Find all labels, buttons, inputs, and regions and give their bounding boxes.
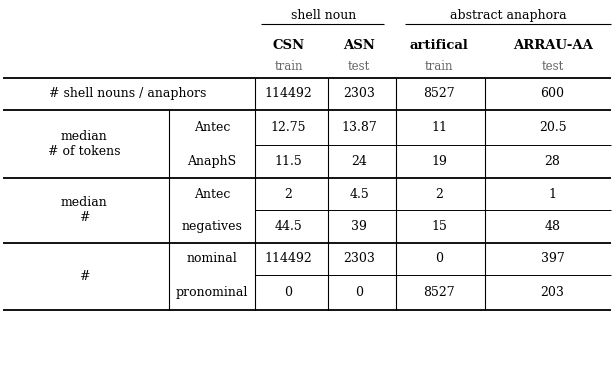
Text: train: train: [274, 60, 303, 73]
Text: test: test: [348, 60, 370, 73]
Text: 2303: 2303: [343, 253, 375, 265]
Text: 24: 24: [351, 155, 367, 168]
Text: 44.5: 44.5: [274, 220, 303, 233]
Text: ARRAU-AA: ARRAU-AA: [513, 39, 593, 52]
Text: 39: 39: [351, 220, 367, 233]
Text: 12.75: 12.75: [271, 121, 306, 134]
Text: 1: 1: [548, 188, 557, 201]
Text: negatives: negatives: [181, 220, 243, 233]
Text: nominal: nominal: [187, 253, 237, 265]
Text: 8527: 8527: [423, 286, 455, 299]
Text: 11.5: 11.5: [274, 155, 303, 168]
Text: 114492: 114492: [265, 253, 313, 265]
Text: pronominal: pronominal: [176, 286, 248, 299]
Text: 397: 397: [541, 253, 564, 265]
Text: 0: 0: [355, 286, 363, 299]
Text: 2: 2: [435, 188, 443, 201]
Text: 203: 203: [541, 286, 564, 299]
Text: 13.87: 13.87: [341, 121, 377, 134]
Text: AnaphS: AnaphS: [187, 155, 236, 168]
Text: 8527: 8527: [423, 87, 455, 100]
Text: 2: 2: [285, 188, 292, 201]
Text: #: #: [79, 270, 90, 283]
Text: 4.5: 4.5: [349, 188, 369, 201]
Text: abstract anaphora: abstract anaphora: [450, 9, 566, 22]
Text: 0: 0: [435, 253, 443, 265]
Text: test: test: [542, 60, 564, 73]
Text: 2303: 2303: [343, 87, 375, 100]
Text: median
# of tokens: median # of tokens: [48, 130, 121, 158]
Text: 20.5: 20.5: [539, 121, 566, 134]
Text: median
#: median #: [61, 196, 108, 225]
Text: Antec: Antec: [193, 188, 230, 201]
Text: 0: 0: [284, 286, 293, 299]
Text: CSN: CSN: [273, 39, 305, 52]
Text: 600: 600: [540, 87, 565, 100]
Text: 11: 11: [431, 121, 447, 134]
Text: ASN: ASN: [343, 39, 375, 52]
Text: Antec: Antec: [193, 121, 230, 134]
Text: 15: 15: [431, 220, 447, 233]
Text: 48: 48: [545, 220, 561, 233]
Text: 28: 28: [545, 155, 561, 168]
Text: # shell nouns / anaphors: # shell nouns / anaphors: [49, 87, 206, 100]
Text: artifical: artifical: [410, 39, 468, 52]
Text: 19: 19: [431, 155, 447, 168]
Text: shell noun: shell noun: [291, 9, 357, 22]
Text: train: train: [425, 60, 453, 73]
Text: 114492: 114492: [265, 87, 313, 100]
